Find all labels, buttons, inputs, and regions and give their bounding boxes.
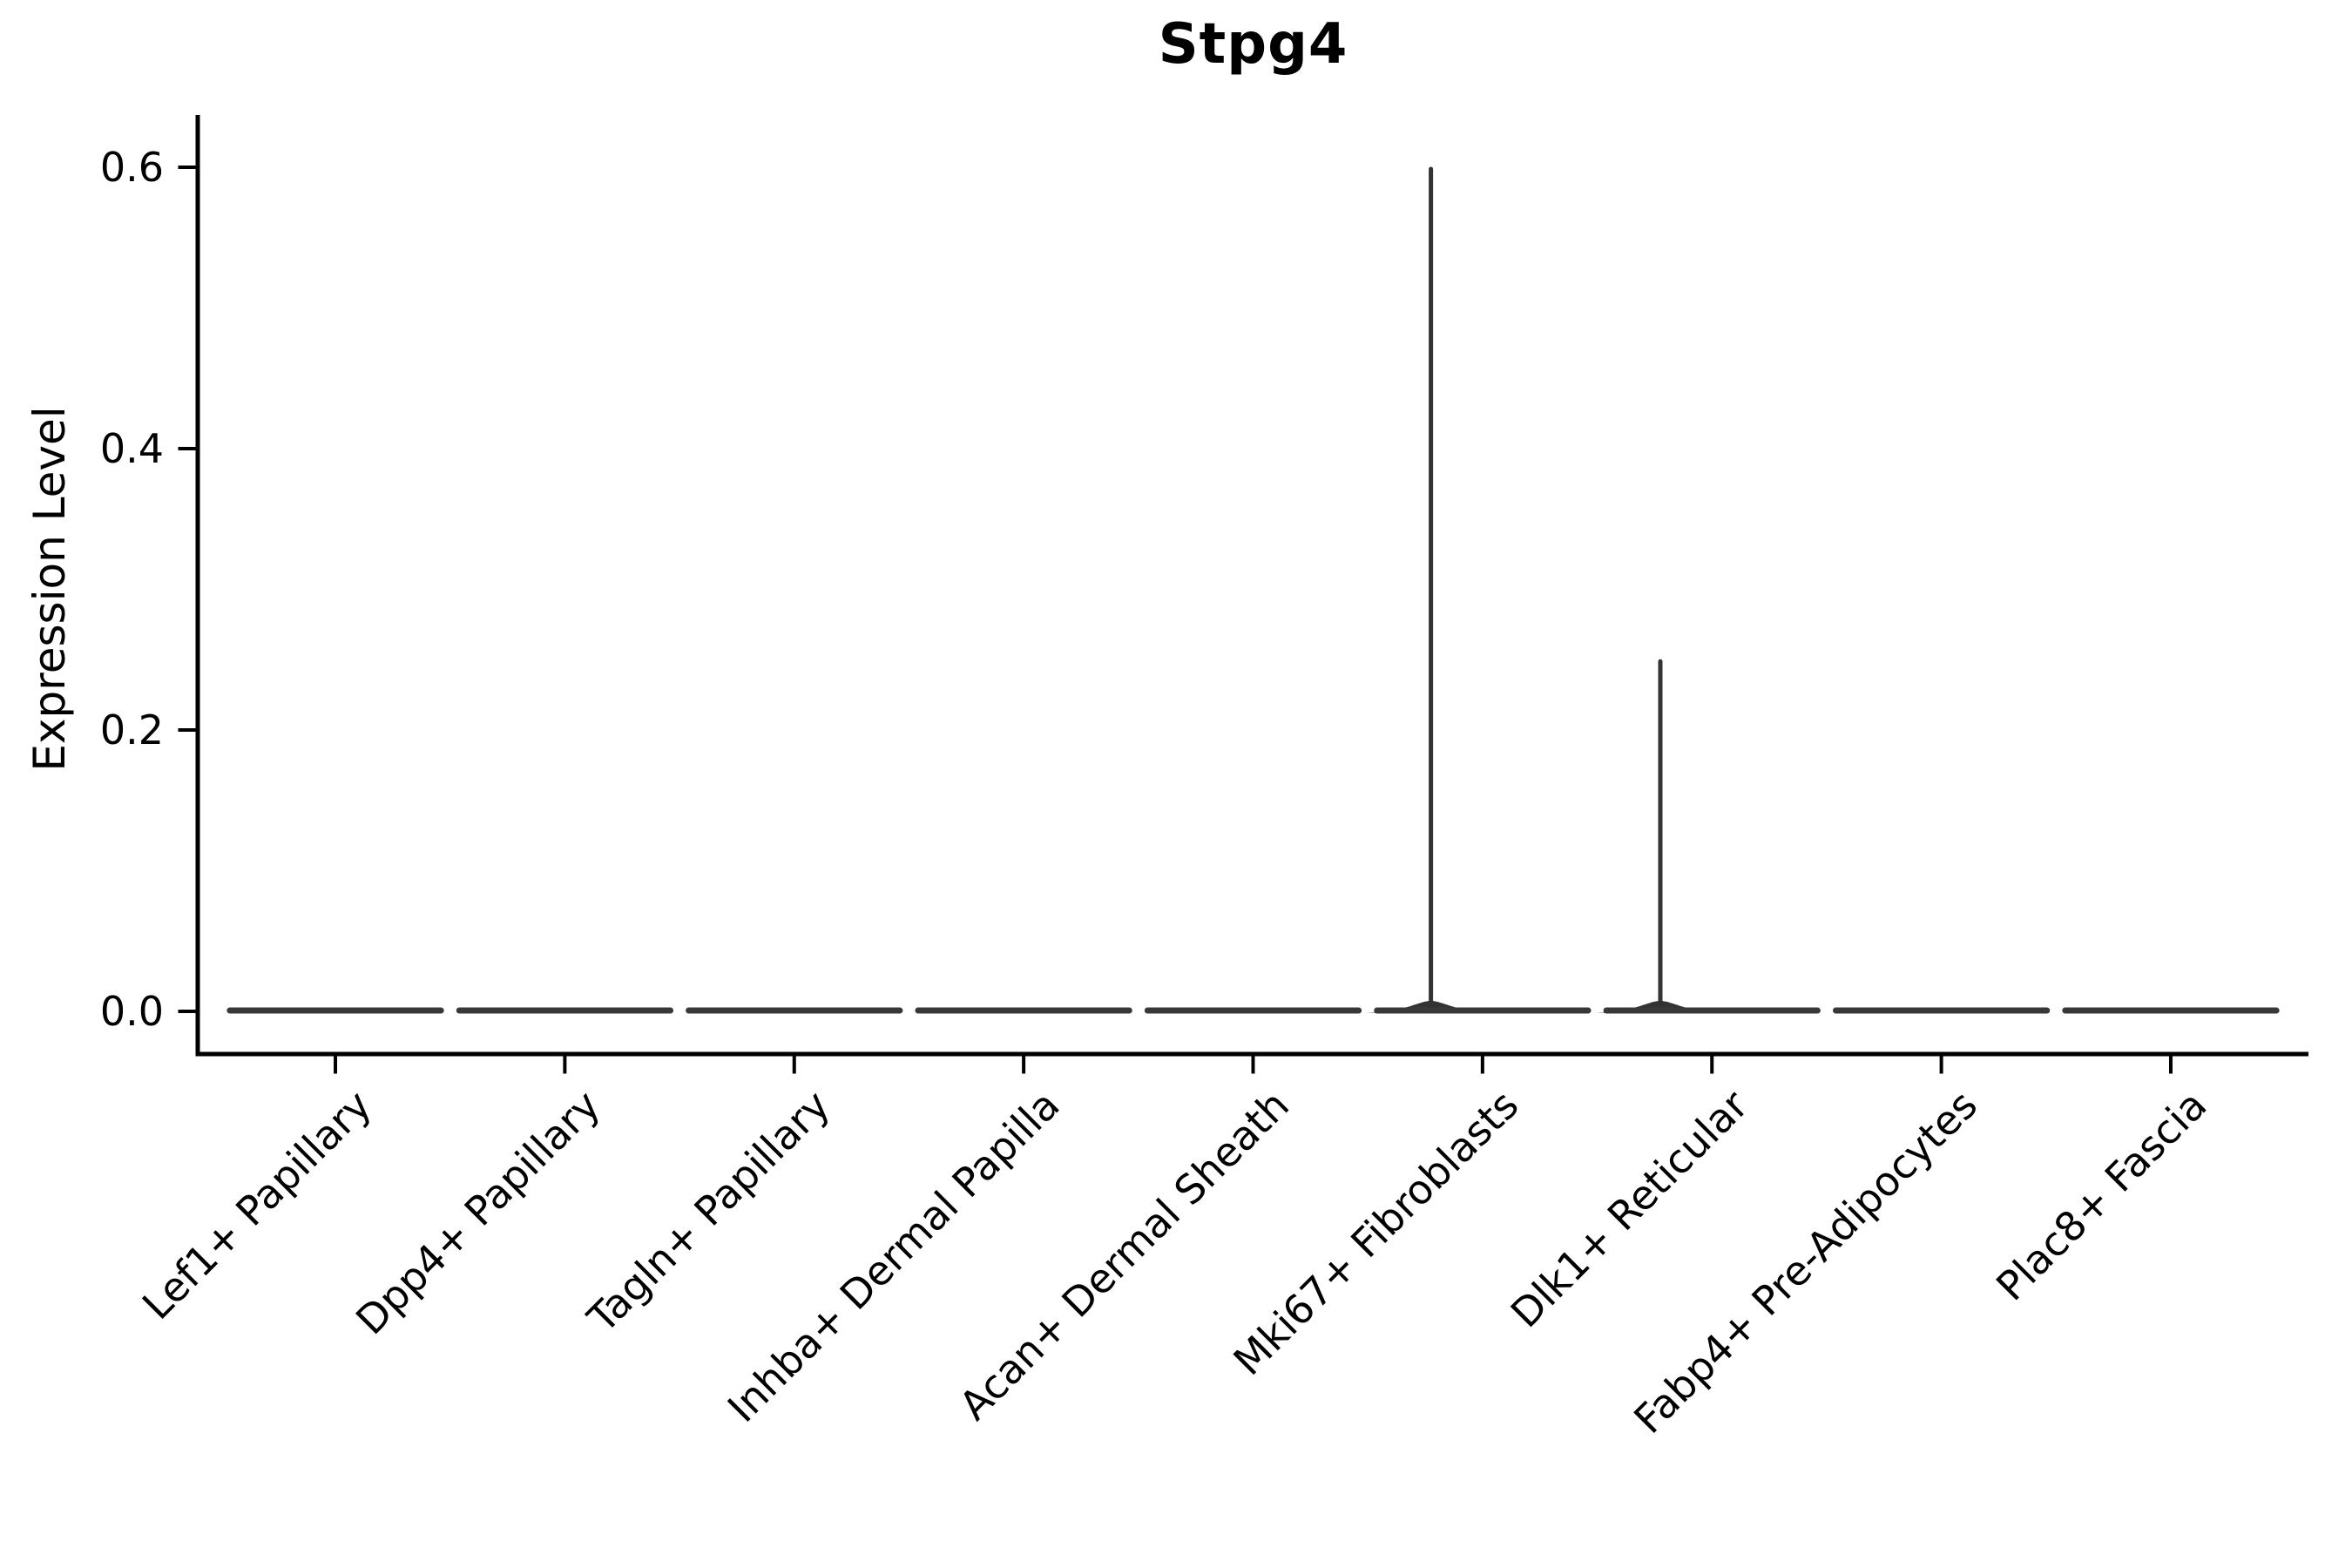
plot-title: Stpg4 bbox=[1158, 12, 1348, 77]
y-tick-label-1: 0.2 bbox=[99, 706, 164, 754]
y-tick-label-3: 0.6 bbox=[99, 144, 164, 191]
y-tick-label-0: 0.0 bbox=[99, 988, 164, 1035]
y-tick-label-2: 0.4 bbox=[99, 425, 164, 472]
